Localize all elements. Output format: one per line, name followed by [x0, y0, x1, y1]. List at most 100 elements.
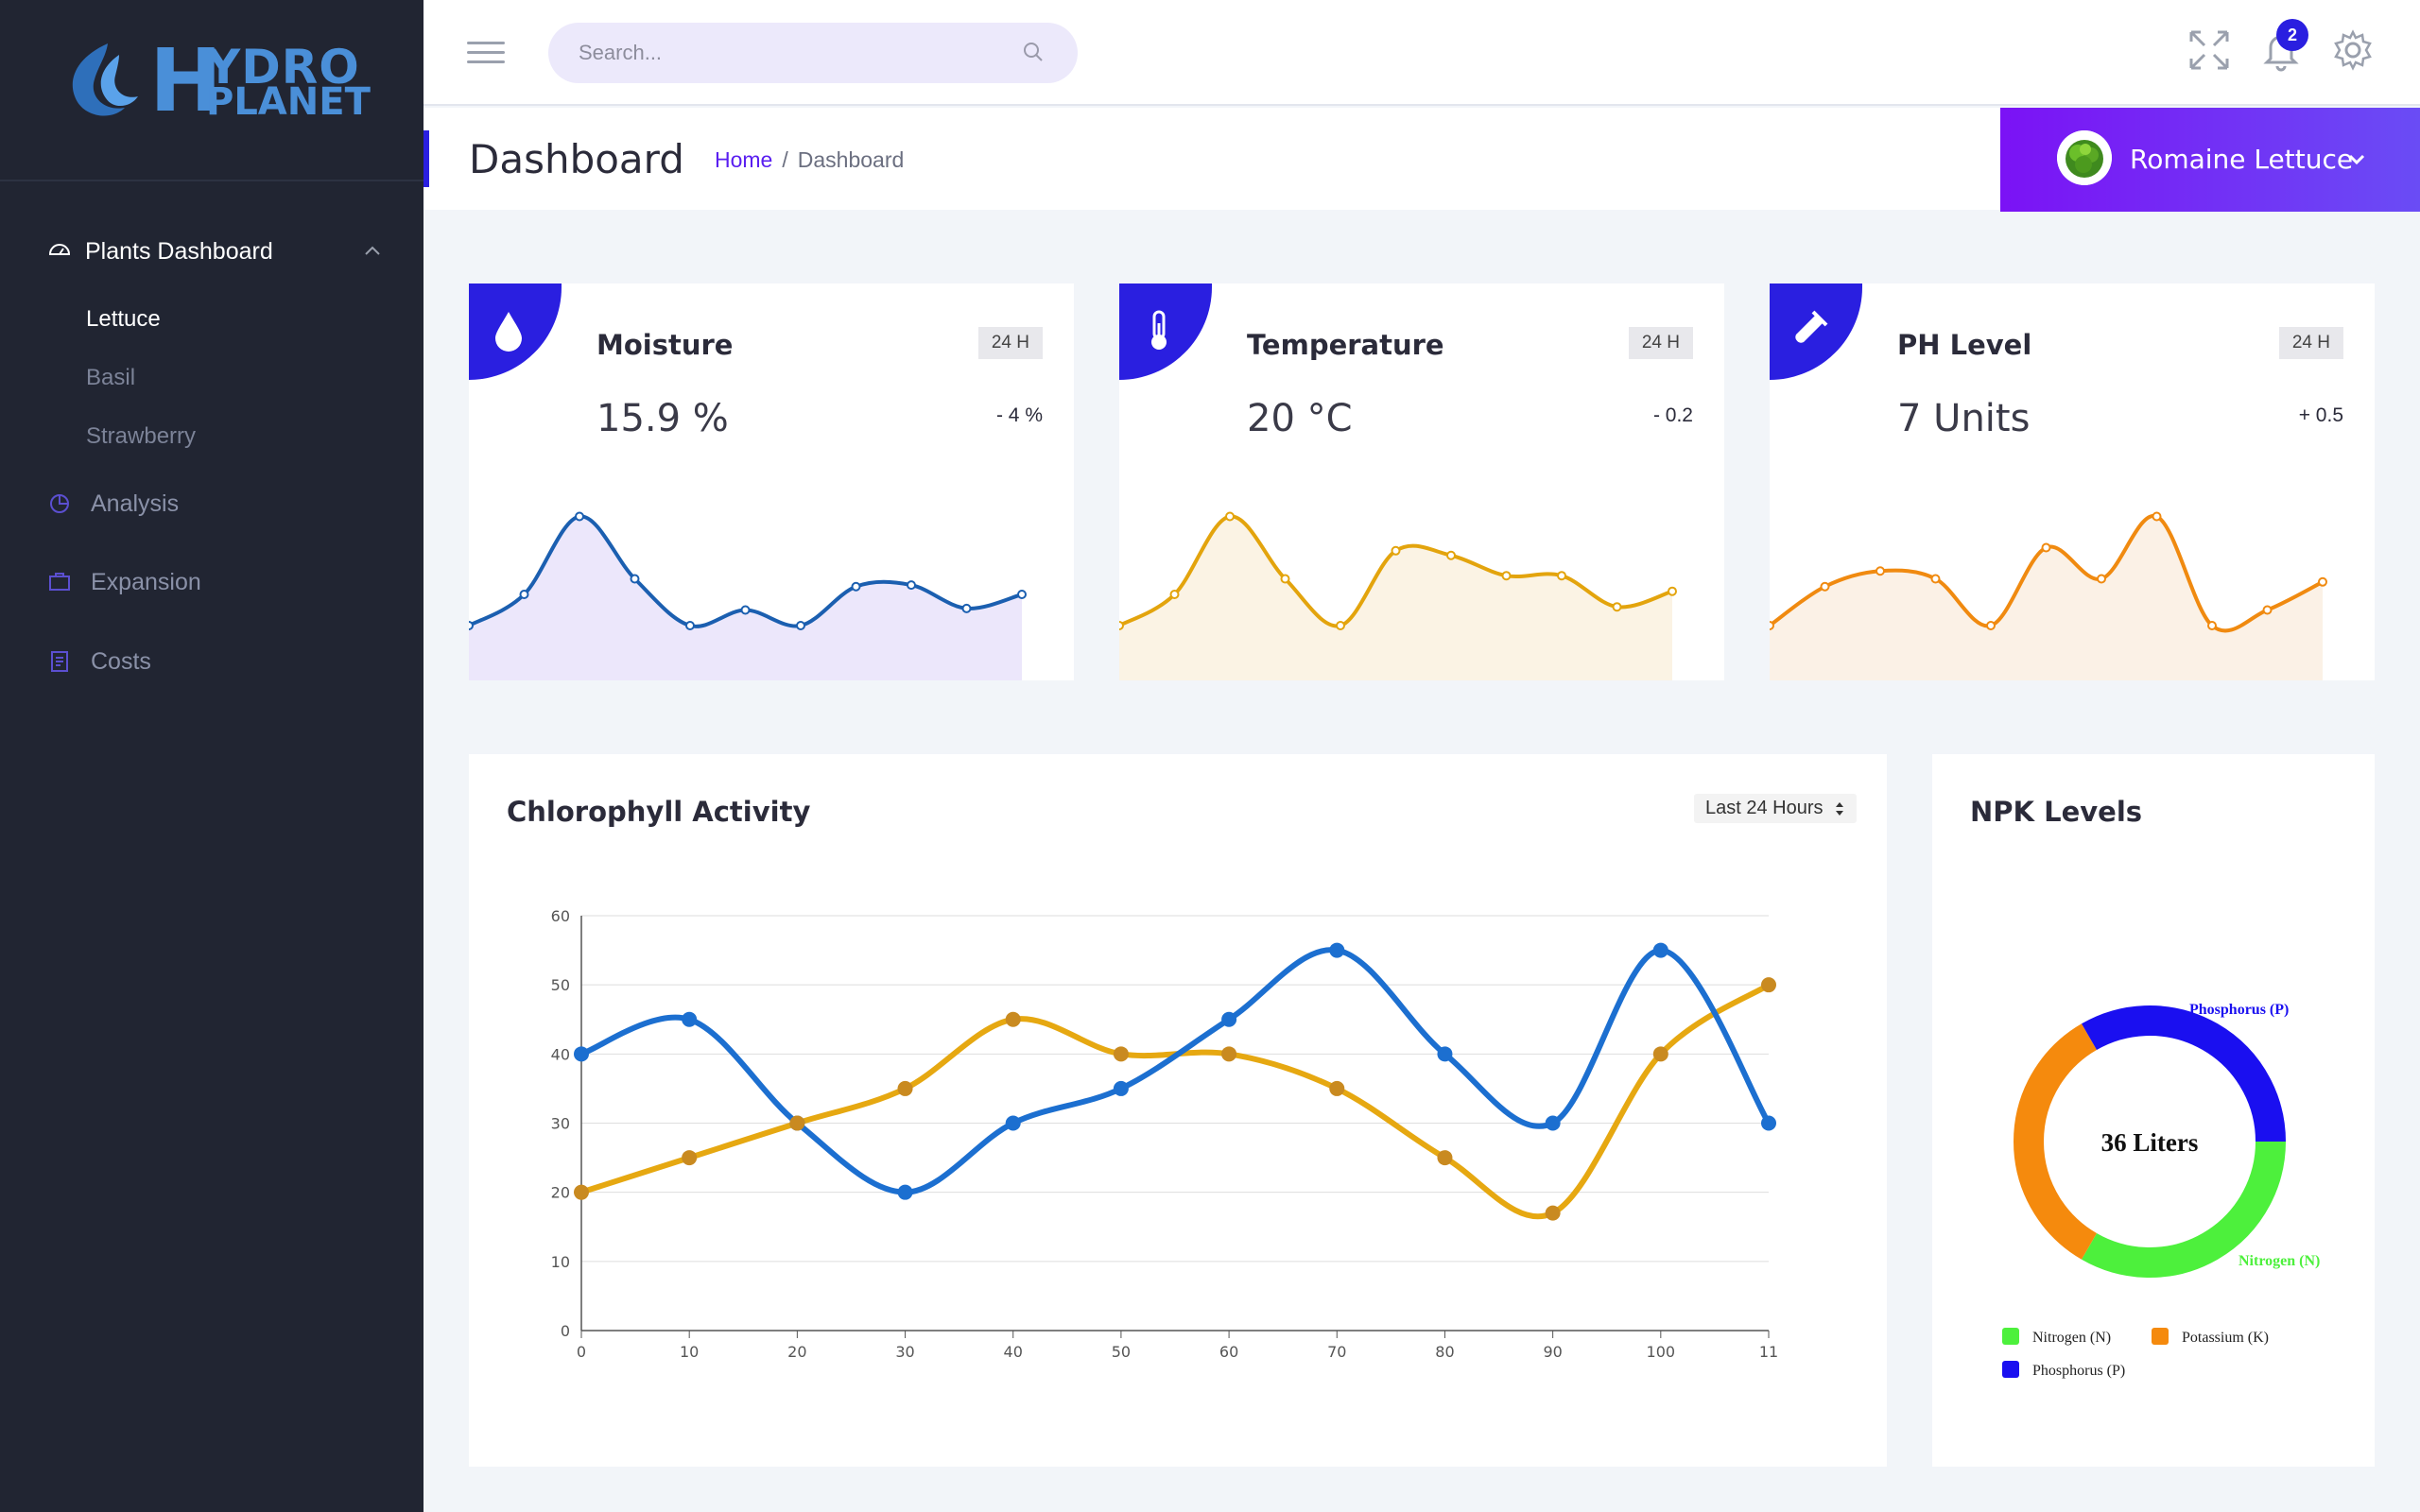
x-tick-label: 70 — [1327, 1343, 1346, 1361]
series-point[interactable] — [897, 1080, 913, 1096]
sidebar-item-expansion[interactable]: Expansion — [0, 554, 424, 610]
series-point[interactable] — [1761, 977, 1776, 993]
stat-value: 7 Units — [1897, 397, 2031, 440]
series-point[interactable] — [1221, 1011, 1237, 1027]
sidebar-item-label: Expansion — [91, 568, 201, 595]
sidebar-divider — [0, 180, 424, 181]
stat-change: - 4 % — [995, 404, 1043, 426]
legend-label[interactable]: Nitrogen (N) — [2032, 1330, 2111, 1346]
sidebar-subitem-strawberry[interactable]: Strawberry — [86, 423, 197, 449]
legend-swatch — [2002, 1361, 2019, 1378]
sparkline-point — [1612, 602, 1622, 612]
series-point[interactable] — [1005, 1011, 1021, 1027]
series-point[interactable] — [574, 1046, 589, 1062]
sidebar-subitem-basil[interactable]: Basil — [86, 365, 136, 390]
series-point[interactable] — [574, 1184, 589, 1200]
plant-selector[interactable]: Romaine Lettuce — [2000, 108, 2420, 212]
sparkline-point — [519, 590, 529, 599]
stat-icon-badge — [1119, 284, 1212, 380]
chlorophyll-chart: 0 10 20 30 40 50 60 0 10 20 30 40 50 60 70 80 90 100 11 — [551, 907, 1779, 1361]
sidebar-item-analysis[interactable]: Analysis — [0, 475, 424, 532]
series-point[interactable] — [1221, 1046, 1237, 1062]
notification-badge: 2 — [2276, 19, 2308, 51]
legend-swatch — [2152, 1328, 2169, 1345]
plant-selector-label: Romaine Lettuce — [2130, 144, 2354, 175]
donut-slice[interactable] — [2082, 1141, 2286, 1278]
series-point[interactable] — [789, 1115, 805, 1131]
y-tick-label: 60 — [551, 907, 570, 925]
series-point[interactable] — [1545, 1205, 1561, 1221]
breadcrumb: Home / Dashboard — [715, 147, 904, 173]
series-point[interactable] — [1437, 1046, 1453, 1062]
sparkline-point — [961, 603, 972, 613]
flame-logo-icon — [72, 43, 138, 116]
legend-label[interactable]: Potassium (K) — [2182, 1330, 2269, 1346]
thermometer-icon — [1151, 310, 1167, 350]
series-point[interactable] — [682, 1011, 698, 1027]
legend-swatch — [2002, 1328, 2019, 1345]
y-tick-label: 0 — [561, 1322, 570, 1340]
x-tick-label: 20 — [787, 1343, 806, 1361]
menu-icon[interactable] — [467, 42, 505, 66]
legend-label[interactable]: Phosphorus (P) — [2032, 1363, 2125, 1379]
sparkline-point — [2318, 576, 2327, 587]
moisture-sparkline — [469, 511, 1027, 680]
donut-center-label: 36 Liters — [2101, 1128, 2199, 1157]
avatar — [2057, 130, 2112, 185]
sparkline-point — [907, 580, 916, 591]
npk-donut-chart: 36 Liters Phosphorus (P) Nitrogen (N) Nitro… — [2002, 1002, 2320, 1379]
stat-value: 20 °C — [1247, 397, 1353, 440]
sparkline-point — [1930, 574, 1941, 584]
search-icon[interactable] — [1021, 40, 1046, 64]
receipt-icon — [51, 651, 68, 672]
sparkline-point — [1557, 571, 1566, 581]
sidebar: H YDRO PLANET Plants Dashboard Lettuce B… — [0, 0, 424, 1512]
logo[interactable]: H YDRO PLANET — [64, 38, 371, 132]
sidebar-item-label: Analysis — [91, 490, 180, 517]
x-tick-label: 40 — [1004, 1343, 1023, 1361]
series-point[interactable] — [1652, 942, 1668, 958]
x-tick-label: 60 — [1219, 1343, 1238, 1361]
logo-top-text: YDRO — [206, 40, 360, 94]
series-point[interactable] — [897, 1184, 913, 1200]
series-point[interactable] — [1545, 1115, 1561, 1131]
stat-period-badge: 24 H — [1628, 327, 1693, 359]
gear-icon[interactable] — [2331, 28, 2375, 72]
sparkline-point — [1820, 581, 1830, 592]
chevron-up-icon[interactable] — [361, 240, 384, 263]
donut-slice[interactable] — [2014, 1023, 2098, 1260]
donut-slice[interactable] — [2082, 1005, 2286, 1143]
series-point[interactable] — [1437, 1150, 1453, 1166]
series-point[interactable] — [1652, 1046, 1668, 1062]
sparkline-point — [1225, 511, 1235, 522]
x-tick-label: 100 — [1647, 1343, 1676, 1361]
sidebar-item-costs[interactable]: Costs — [0, 633, 424, 690]
sidebar-item-label: Plants Dashboard — [85, 237, 273, 265]
x-tick-label: 80 — [1435, 1343, 1454, 1361]
sparkline-area — [1770, 515, 2323, 680]
sidebar-subitem-lettuce[interactable]: Lettuce — [86, 306, 161, 332]
series-point[interactable] — [1329, 942, 1345, 958]
series-point[interactable] — [1113, 1080, 1129, 1096]
sparkline-line — [469, 514, 1023, 628]
sidebar-item-label: Costs — [91, 647, 151, 675]
plant-dashboard-icon — [48, 244, 71, 255]
x-tick-label: 90 — [1543, 1343, 1562, 1361]
breadcrumb-separator: / — [782, 147, 788, 172]
series-point[interactable] — [682, 1150, 698, 1166]
breadcrumb-home[interactable]: Home — [715, 147, 773, 172]
stat-card-moisture: Moisture 24 H 15.9 % - 4 % — [469, 284, 1074, 680]
donut-label-phosphorus: Phosphorus (P) — [2189, 1002, 2289, 1018]
title-accent — [424, 130, 429, 187]
series-point[interactable] — [1005, 1115, 1021, 1131]
series-point[interactable] — [1113, 1046, 1129, 1062]
series-point[interactable] — [1761, 1115, 1776, 1131]
sparkline-point — [575, 511, 584, 522]
search-input[interactable] — [548, 23, 1078, 83]
sparkline-point — [630, 574, 640, 584]
range-select[interactable]: Last 24 Hours — [1694, 794, 1858, 823]
y-tick-label: 40 — [551, 1045, 570, 1063]
sidebar-item-plants-dashboard[interactable]: Plants Dashboard — [0, 223, 424, 280]
fullscreen-icon[interactable] — [2187, 28, 2231, 72]
series-point[interactable] — [1329, 1080, 1345, 1096]
